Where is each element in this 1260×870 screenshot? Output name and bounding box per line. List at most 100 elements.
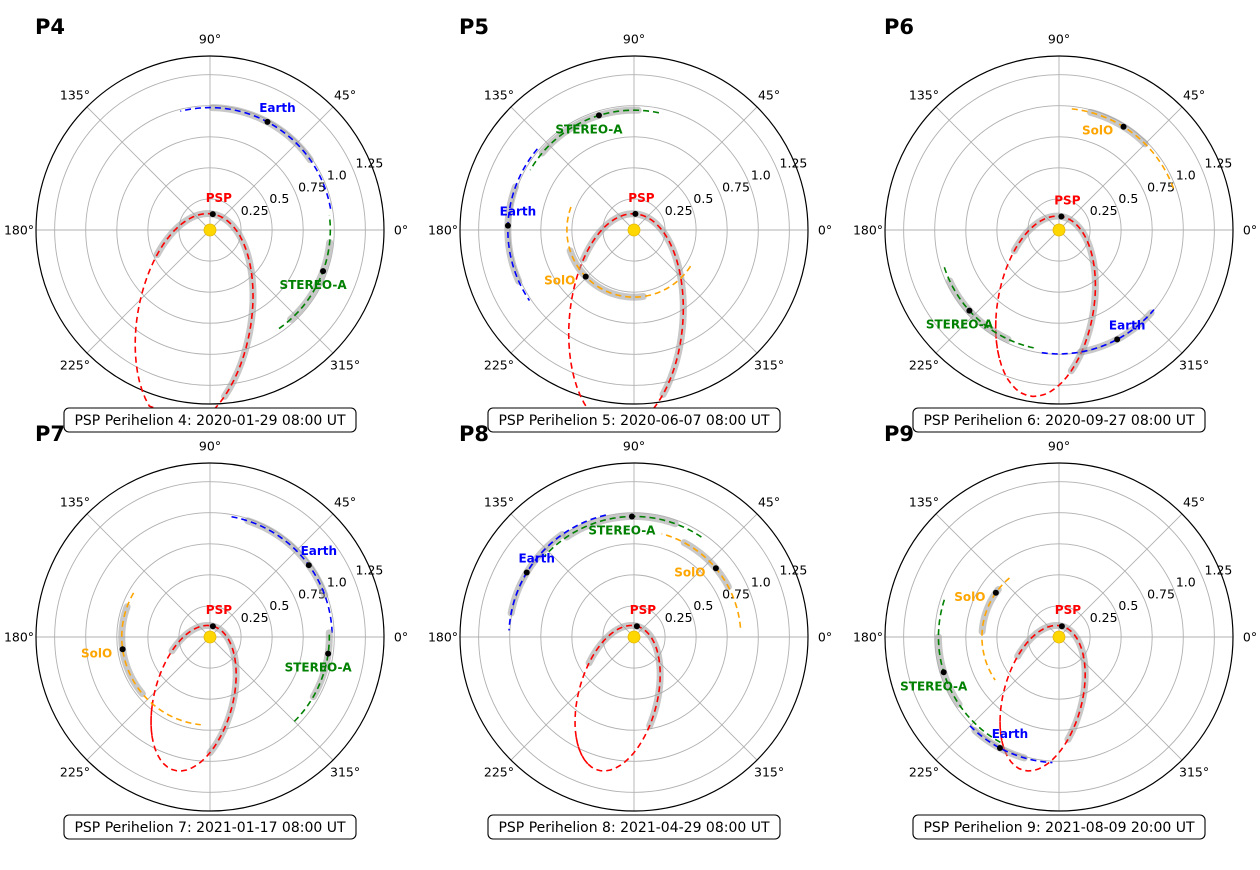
orbit-highlight-psp [153, 210, 257, 400]
caption-box [912, 814, 1206, 840]
grid-spoke [510, 106, 635, 231]
position-psp [209, 623, 216, 630]
orbit-stereo-a [543, 515, 702, 557]
angle-tick-label: 45° [334, 87, 356, 102]
orbit-solo [981, 577, 1010, 681]
label-earth: Earth [992, 727, 1029, 741]
orbit-highlight-earth [507, 530, 566, 617]
position-solo [119, 646, 126, 653]
caption-box [63, 814, 357, 840]
grid-spoke [86, 513, 211, 638]
radial-tick-label: 1.25 [1205, 156, 1233, 171]
panel-title: P6 [884, 15, 914, 39]
radial-tick-label: 0.25 [241, 203, 269, 218]
polar-frame [884, 55, 1234, 405]
radial-tick-label: 1.0 [327, 574, 347, 589]
sun-marker [627, 223, 641, 237]
label-stereo-a: STEREO-A [555, 122, 623, 136]
label-psp: PSP [206, 191, 232, 205]
angle-tick-label: 90° [199, 439, 221, 454]
orbit-psp [567, 212, 685, 418]
angle-tick-label: 90° [1048, 439, 1070, 454]
orbit-psp [134, 212, 254, 418]
panel-p5: 0°45°90°135°180°225°270°315°0.250.50.751… [428, 15, 832, 433]
sun-marker [1052, 630, 1066, 644]
radial-tick-label: 1.25 [780, 156, 808, 171]
position-psp [1058, 623, 1065, 630]
orbit-psp [999, 624, 1086, 772]
orbit-psp [574, 624, 661, 772]
sun-marker [203, 630, 217, 644]
grid-spoke [510, 513, 635, 638]
position-stereo-a [940, 669, 947, 676]
angle-tick-label: 225° [60, 358, 90, 373]
label-earth: Earth [500, 205, 537, 219]
orbit-earth [180, 106, 332, 209]
radial-tick-label: 1.0 [1176, 574, 1196, 589]
grid-spoke [1058, 513, 1183, 638]
position-psp [632, 210, 639, 217]
radial-tick-label: 1.0 [751, 167, 771, 182]
position-stereo-a [595, 112, 602, 119]
angle-tick-label: 225° [484, 358, 514, 373]
grid-spoke [209, 636, 334, 761]
label-earth: Earth [1109, 318, 1146, 332]
radial-tick-label: 0.5 [693, 598, 713, 613]
position-earth [1114, 336, 1121, 343]
caption-box [912, 407, 1206, 433]
orbit-earth [1041, 309, 1155, 355]
panel-p6: 0°45°90°135°180°225°270°315°0.250.50.751… [853, 15, 1257, 433]
angle-tick-label: 225° [909, 358, 939, 373]
radial-tick-label: 0.25 [241, 610, 269, 625]
angle-tick-label: 180° [428, 223, 458, 238]
grid-spoke [935, 513, 1060, 638]
label-psp: PSP [206, 603, 232, 617]
label-solo: SolO [1082, 124, 1113, 138]
polar-frame [459, 55, 809, 405]
grid-spoke [209, 513, 334, 638]
grid-spoke [935, 636, 1060, 761]
angle-tick-label: 45° [1183, 494, 1205, 509]
label-stereo-a: STEREO-A [279, 278, 347, 292]
angle-tick-label: 180° [4, 630, 34, 645]
grid-spoke [86, 106, 211, 231]
orbit-stereo-a [278, 215, 332, 330]
grid-spoke [1058, 636, 1183, 761]
position-stereo-a [628, 513, 635, 520]
orbit-highlight-stereo-a [287, 239, 334, 323]
polar-frame [35, 462, 385, 812]
position-psp [209, 211, 216, 218]
position-stereo-a [320, 268, 327, 275]
orbit-highlight-psp [1010, 212, 1099, 375]
caption-text: PSP Perihelion 6: 2020-09-27 08:00 UT [923, 413, 1195, 429]
angle-tick-label: 225° [484, 765, 514, 780]
label-stereo-a: STEREO-A [900, 679, 968, 693]
grid-spoke [86, 636, 211, 761]
orbit-stereo-a [943, 266, 1035, 349]
sun-marker [203, 223, 217, 237]
angle-tick-label: 90° [623, 439, 645, 454]
panel-title: P9 [884, 422, 914, 446]
orbit-highlight-psp [579, 210, 687, 398]
orbit-earth [969, 725, 1053, 764]
angle-tick-label: 90° [1048, 32, 1070, 47]
radial-tick-label: 0.25 [1090, 610, 1118, 625]
label-solo: SolO [81, 646, 112, 660]
angle-tick-label: 315° [754, 358, 784, 373]
angle-tick-label: 135° [484, 494, 514, 509]
position-earth [305, 562, 312, 569]
panel-title: P4 [35, 15, 65, 39]
position-psp [1058, 213, 1065, 220]
radial-tick-label: 0.5 [693, 191, 713, 206]
grid-spoke [1058, 229, 1183, 354]
caption-text: PSP Perihelion 9: 2021-08-09 20:00 UT [923, 820, 1195, 836]
angle-tick-label: 135° [909, 87, 939, 102]
label-psp: PSP [628, 191, 654, 205]
grid-spoke [510, 229, 635, 354]
label-stereo-a: STEREO-A [926, 318, 994, 332]
label-solo: SolO [544, 274, 575, 288]
polar-frame [459, 462, 809, 812]
angle-tick-label: 90° [199, 32, 221, 47]
radial-tick-label: 1.0 [327, 167, 347, 182]
radial-tick-label: 0.75 [1147, 179, 1175, 194]
